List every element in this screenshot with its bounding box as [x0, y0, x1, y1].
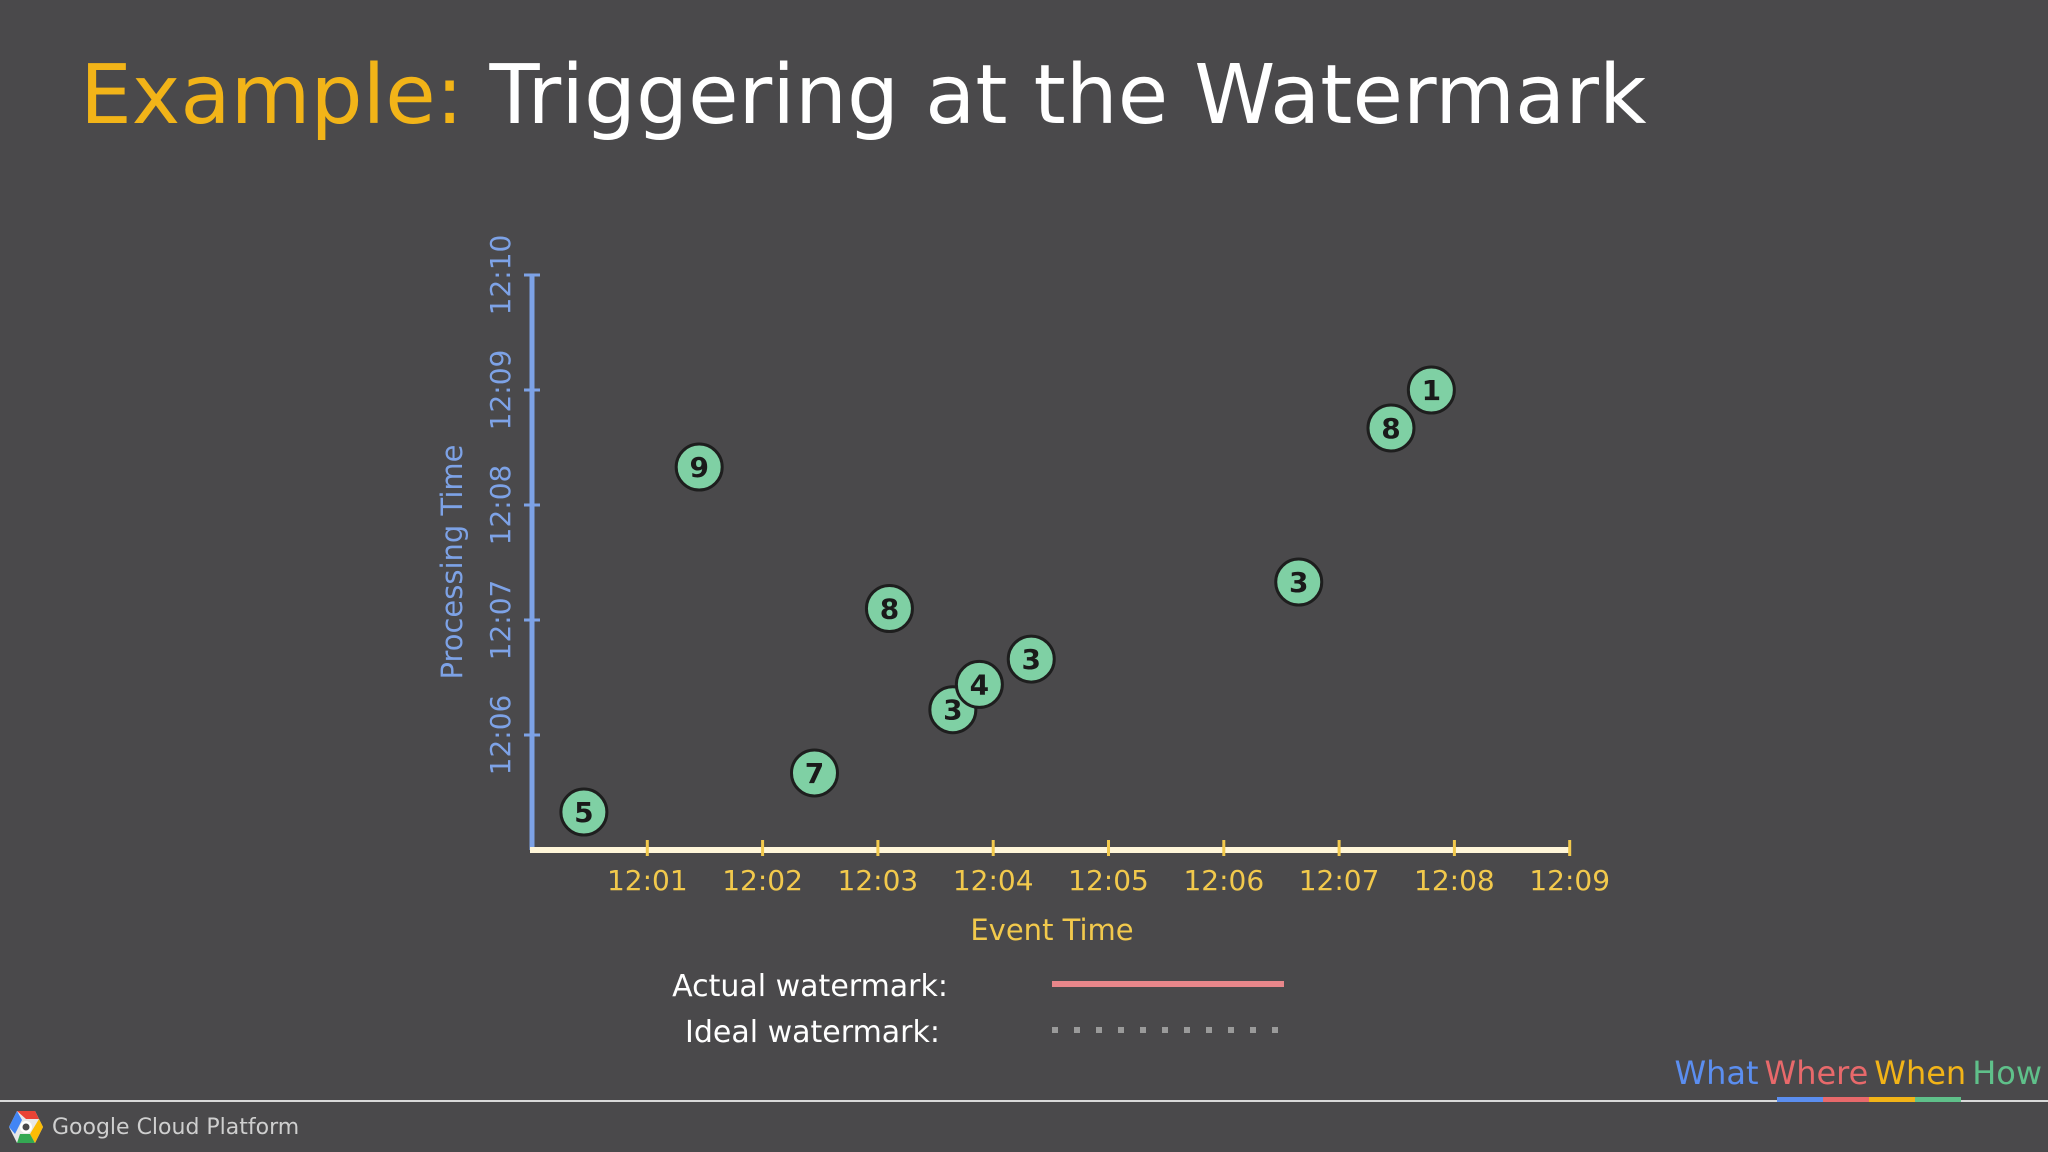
x-tick-label: 12:04 [953, 864, 1034, 897]
data-point-label: 9 [689, 451, 708, 484]
legend: Actual watermark: Ideal watermark: [672, 969, 1284, 1050]
nav-bar-yellow [1869, 1097, 1915, 1102]
data-point-label: 3 [943, 694, 962, 727]
data-point-marker [954, 659, 1004, 709]
what-where-when-how-nav: What Where When How [1668, 1054, 2042, 1092]
data-point-marker [1006, 634, 1056, 684]
x-tick-label: 12:03 [838, 864, 919, 897]
data-point-marker [1274, 557, 1324, 607]
y-axis-title: Processing Time [435, 444, 469, 679]
nav-how: How [1972, 1054, 2042, 1092]
nav-what: What [1674, 1054, 1759, 1092]
x-axis-title: Event Time [970, 913, 1133, 947]
data-point-label: 8 [1381, 412, 1400, 445]
x-tick-label: 12:09 [1529, 864, 1610, 897]
data-point-marker [1366, 403, 1416, 453]
data-point-marker [674, 442, 724, 492]
brand-text: Google Cloud Platform [52, 1114, 300, 1140]
google-cloud-hexagon-icon [9, 1111, 43, 1143]
data-point: 7 [789, 748, 839, 798]
x-tick-label: 12:06 [1183, 864, 1264, 897]
data-point-label: 7 [805, 757, 824, 790]
data-point-label: 1 [1422, 374, 1441, 407]
data-point: 3 [1006, 634, 1056, 684]
google-cloud-platform-logo: Google Cloud Platform [8, 1110, 299, 1144]
x-axis: 12:01 12:02 12:03 12:04 12:05 12:06 12:07 12:08… [530, 840, 1610, 897]
x-tick-label: 12:07 [1299, 864, 1380, 897]
data-point-marker [1406, 365, 1456, 415]
data-point-label: 3 [1289, 566, 1308, 599]
data-point-label: 8 [880, 593, 899, 626]
nav-when: When [1874, 1054, 1967, 1092]
data-point: 8 [1366, 403, 1416, 453]
slide-title: Example: Triggering at the Watermark [80, 55, 1647, 137]
footer-divider [0, 1100, 2048, 1102]
data-point-marker [789, 748, 839, 798]
y-tick-label: 12:07 [484, 580, 517, 661]
nav-color-bar [1777, 1097, 1961, 1102]
data-point: 5 [559, 787, 609, 837]
title-text: Triggering at the Watermark [489, 48, 1647, 143]
x-tick-label: 12:08 [1414, 864, 1495, 897]
data-point-label: 4 [970, 668, 989, 701]
data-point-marker [559, 787, 609, 837]
x-tick-label: 12:02 [722, 864, 803, 897]
x-tick-label: 12:01 [607, 864, 688, 897]
y-tick-label: 12:06 [484, 695, 517, 776]
y-axis: 12:06 12:07 12:08 12:09 12:10 [484, 235, 540, 850]
data-point-marker [864, 584, 914, 633]
y-tick-label: 12:08 [484, 465, 517, 546]
data-point: 4 [954, 659, 1004, 709]
data-point: 9 [674, 442, 724, 492]
y-tick-label: 12:09 [484, 350, 517, 431]
data-point: 1 [1406, 365, 1456, 415]
legend-actual-label: Actual watermark: [672, 969, 948, 1004]
data-point: 3 [1274, 557, 1324, 607]
nav-where: Where [1764, 1054, 1869, 1092]
title-prefix: Example: [80, 48, 464, 143]
nav-bar-red [1823, 1097, 1869, 1102]
nav-bar-blue [1777, 1097, 1823, 1102]
x-tick-label: 12:05 [1068, 864, 1149, 897]
data-point-label: 3 [1022, 643, 1041, 676]
data-point: 8 [864, 584, 914, 633]
data-point-label: 5 [574, 796, 593, 829]
legend-ideal-label: Ideal watermark: [685, 1015, 940, 1050]
nav-bar-green [1915, 1097, 1961, 1102]
y-tick-label: 12:10 [484, 235, 517, 316]
